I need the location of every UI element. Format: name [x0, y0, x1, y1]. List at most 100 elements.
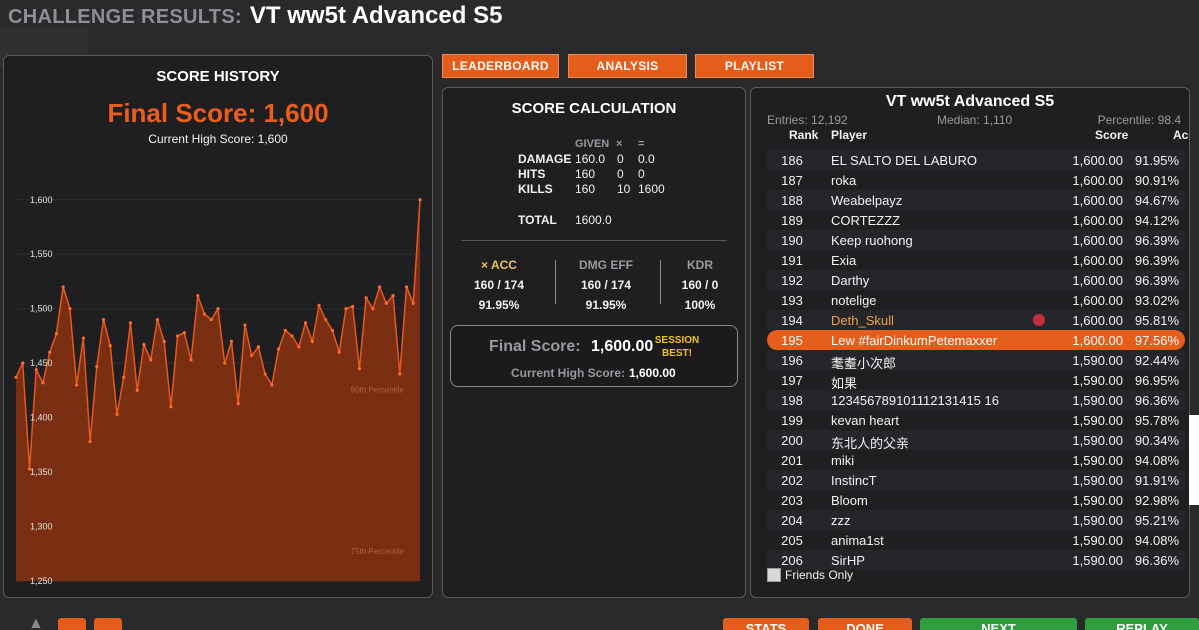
row-score: 1,600.00 [1072, 313, 1123, 328]
score-point [256, 345, 260, 349]
next-button[interactable]: NEXT [920, 618, 1077, 630]
score-point [317, 303, 321, 308]
col-score[interactable]: Score [1095, 128, 1129, 142]
stats-button[interactable]: STATS [723, 618, 809, 630]
leaderboard-row[interactable]: 191 Exia 1,600.00 96.39% [767, 250, 1185, 270]
row-acc: 93.02% [1134, 293, 1179, 308]
leaderboard-row[interactable]: 203 Bloom 1,590.00 92.98% [767, 490, 1185, 510]
leaderboard-row[interactable]: 196 耄耋小次郎 1,590.00 92.44% [767, 350, 1185, 371]
row-score: 1,600.00 [1072, 153, 1123, 168]
score-point [81, 336, 85, 340]
done-button[interactable]: DONE [818, 618, 912, 630]
stat-accuracy-value: 160 / 174 [473, 278, 525, 292]
score-point [270, 383, 274, 387]
final-score-box: Final Score: 1,600.00 SESSION BEST! Curr… [450, 325, 738, 387]
row-player: Keep ruohong [831, 233, 913, 248]
row-score: 1,590.00 [1072, 453, 1123, 468]
row-acc: 97.56% [1134, 333, 1179, 348]
tab-playlist[interactable]: PLAYLIST [695, 54, 814, 78]
score-point [236, 401, 240, 406]
y-tick-label: 1,350 [30, 467, 53, 477]
leaderboard-row[interactable]: 205 anima1st 1,590.00 94.08% [767, 530, 1185, 550]
y-tick-label: 1,450 [30, 358, 53, 368]
leaderboard-row[interactable]: 190 Keep ruohong 1,600.00 96.39% [767, 230, 1185, 250]
row-acc: 94.12% [1134, 213, 1179, 228]
score-point [371, 307, 375, 311]
leaderboard-row[interactable]: 199 kevan heart 1,590.00 95.78% [767, 410, 1185, 430]
row-acc: 96.95% [1134, 373, 1179, 388]
leaderboard-row[interactable]: 193 notelige 1,600.00 93.02% [767, 290, 1185, 310]
score-point [404, 285, 409, 289]
score-point [115, 412, 119, 416]
col-rank[interactable]: Rank [789, 128, 819, 142]
score-point [391, 294, 395, 298]
row-rank: 192 [781, 273, 803, 288]
leaderboard-row[interactable]: 187 roka 1,600.00 90.91% [767, 170, 1185, 190]
replay-button[interactable]: REPLAY [1085, 618, 1199, 630]
stat-dmg-eff-pct: 91.95% [585, 298, 627, 312]
col-acc[interactable]: Acc [1173, 128, 1189, 142]
thumbs-up-icon[interactable] [58, 618, 86, 630]
tab-leaderboard[interactable]: LEADERBOARD [442, 54, 559, 78]
final-score: Final Score: 1,600 [107, 98, 329, 128]
share-icon[interactable] [94, 618, 122, 630]
leaderboard-row[interactable]: 198 123456789101112131415 16 1,590.00 96.36… [767, 390, 1185, 410]
row-player: Bloom [831, 493, 868, 508]
leaderboard-row[interactable]: 206 SirHP 1,590.00 96.36% [767, 550, 1185, 570]
leaderboard-scrollbar[interactable] [1189, 415, 1199, 505]
leaderboard-row[interactable]: 192 Darthy 1,600.00 96.39% [767, 270, 1185, 290]
final-score-label: Final Score: [489, 338, 581, 355]
leaderboard-row[interactable]: 186 EL SALTO DEL LABURO 1,600.00 91.95% [767, 150, 1185, 170]
leaderboard-row[interactable]: 200 东北人的父亲 1,590.00 90.34% [767, 430, 1185, 451]
row-rank: 188 [781, 193, 803, 208]
row-rank: 194 [781, 313, 803, 328]
row-acc: 90.34% [1134, 433, 1179, 448]
leaderboard-title: VT ww5t Advanced S5 [885, 93, 1055, 110]
row-score: 1,600.00 [1072, 233, 1123, 248]
kills-mult: 10 [617, 182, 631, 196]
score-point [189, 358, 193, 362]
stat-separator [555, 260, 556, 304]
leaderboard-row[interactable]: 189 CORTEZZZ 1,600.00 94.12% [767, 210, 1185, 230]
damage-result: 0.0 [638, 152, 655, 166]
score-point [398, 372, 402, 376]
leaderboard-row[interactable]: 204 zzz 1,590.00 95.21% [767, 510, 1185, 530]
score-point [418, 198, 422, 202]
row-player: kevan heart [831, 413, 899, 428]
score-point [216, 307, 220, 311]
row-acc: 94.08% [1134, 453, 1179, 468]
score-point [88, 439, 92, 444]
score-point [95, 364, 99, 369]
row-rank: 190 [781, 233, 803, 248]
leaderboard-row-current-player[interactable]: 195 Lew #fairDinkumPetemaxxer 1,600.00 97.5… [767, 330, 1185, 350]
score-point [337, 350, 341, 354]
leaderboard-row[interactable]: 202 InstincT 1,590.00 91.91% [767, 470, 1185, 490]
row-acc: 94.67% [1134, 193, 1179, 208]
row-score: 1,590.00 [1072, 533, 1123, 548]
leaderboard-row[interactable]: 201 miki 1,590.00 94.08% [767, 450, 1185, 470]
hits-mult: 0 [617, 167, 624, 181]
row-acc: 91.95% [1134, 153, 1179, 168]
friends-only-checkbox[interactable] [767, 568, 781, 582]
star-icon[interactable]: ▲ [28, 615, 44, 630]
partial-row [767, 140, 1185, 148]
leaderboard-row[interactable]: 194 Deth_Skull 1,600.00 95.81% [767, 310, 1185, 330]
damage-mult: 0 [617, 152, 624, 166]
score-history-panel: SCORE HISTORY Final Score: 1,600 Current… [3, 55, 433, 598]
friends-only-toggle[interactable]: Friends Only [767, 568, 853, 582]
stat-damage-efficiency: DMG EFF 160 / 174 91.95% [564, 258, 648, 312]
hits-given: 160 [575, 167, 596, 181]
score-point [41, 381, 45, 385]
leaderboard-row[interactable]: 197 如果 1,590.00 96.95% [767, 370, 1185, 391]
total-label: TOTAL [518, 213, 557, 227]
col-player[interactable]: Player [831, 128, 868, 142]
row-acc: 96.36% [1134, 393, 1179, 408]
row-score: 1,600.00 [1072, 293, 1123, 308]
score-point [196, 294, 200, 298]
row-score: 1,590.00 [1072, 413, 1123, 428]
row-score: 1,600.00 [1072, 253, 1123, 268]
tab-analysis[interactable]: ANALYSIS [568, 54, 687, 78]
row-rank: 200 [781, 433, 803, 448]
leaderboard-row[interactable]: 188 Weabelpayz 1,600.00 94.67% [767, 190, 1185, 210]
row-player: 123456789101112131415 16 [831, 393, 999, 408]
